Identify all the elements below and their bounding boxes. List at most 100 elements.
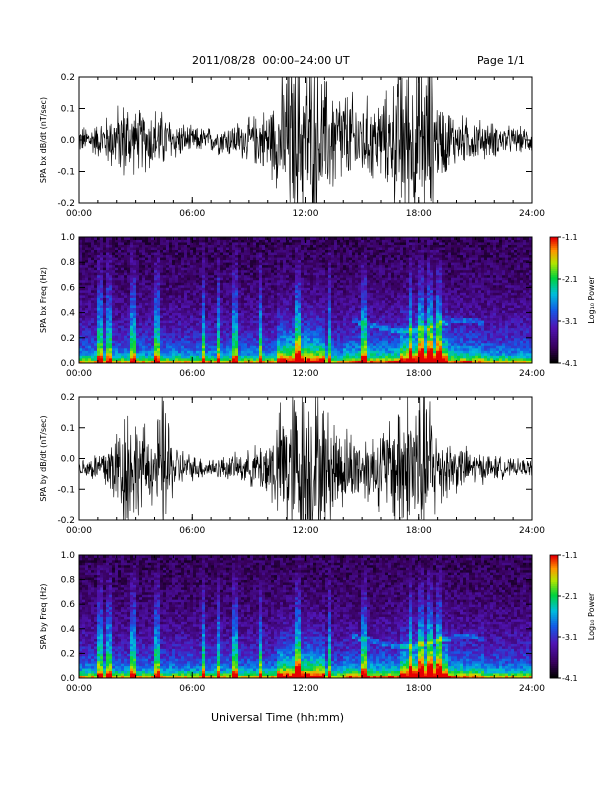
spectrogram-cell [265,242,269,245]
spectrogram-cell [337,284,341,288]
spectrogram-cell [334,289,338,293]
spectrogram-cell [220,262,224,266]
spectrogram-cell [166,305,170,308]
spectrogram-cell [148,327,152,331]
spectrogram-cell [181,340,185,344]
spectrogram-cell [289,254,293,258]
spectrogram-cell [130,350,134,354]
spectrogram-cell [310,322,314,326]
spectrogram-cell [322,239,326,243]
spectrogram-cell [268,307,272,311]
spectrogram-cell [289,239,293,243]
spectrogram-cell [157,300,161,303]
spectrogram-cell [88,254,92,258]
spectrogram-cell [106,335,110,339]
spectrogram-cell [121,277,125,281]
spectrogram-cell [172,282,176,286]
spectrogram-cell [325,322,329,326]
spectrogram-cell [292,310,296,313]
spectrogram-cell [226,332,230,336]
spectrogram-cell [121,274,125,278]
spectrogram-cell [151,252,155,256]
spectrogram-cell [190,279,194,283]
spectrogram-cell [349,272,353,276]
spectrogram-cell [373,360,377,364]
spectrogram-cell [112,284,116,288]
spectrogram-cell [265,252,269,256]
spectrogram-cell [172,327,176,331]
spectrogram-cell [319,352,323,356]
spectrogram-cell [316,254,320,258]
spectrogram-cell [223,327,227,331]
spectrogram-cell [127,269,131,273]
spectrogram-cell [88,257,92,261]
spectrogram-cell [109,262,113,266]
spectrogram-cell [169,337,173,341]
spectrogram-cell [172,289,176,293]
spectrogram-cell [133,274,137,278]
spectrogram-cell [121,335,125,339]
spectrogram-cell [154,350,158,354]
spectrogram-cell [229,357,233,361]
spectrogram-cell [346,317,350,321]
spectrogram-cell [109,320,113,324]
spectrogram-cell [304,277,308,281]
spectrogram-cell [169,302,173,306]
spectrogram-cell [199,282,203,286]
spectrogram-cell [283,282,287,286]
spectrogram-cell [265,325,269,329]
spectrogram-cell [283,307,287,311]
spectrogram-cell [109,347,113,351]
spectrogram-cell [115,357,119,361]
spectrogram-cell [232,320,236,324]
spectrogram-cell [328,237,332,240]
spectrogram-cell [265,277,269,281]
spectrogram-cell [367,269,371,273]
spectrogram-cell [364,315,368,319]
spectrogram-cell [226,327,230,331]
spectrogram-cell [154,239,158,243]
spectrogram-cell [325,335,329,339]
spectrogram-cell [235,294,239,298]
spectrogram-cell [172,277,176,281]
spectrogram-cell [352,284,356,288]
spectrogram-cell [334,292,338,296]
spectrogram-cell [100,282,104,286]
spectrogram-cell [265,279,269,283]
spectrogram-cell [94,350,98,354]
spectrogram-cell [355,257,359,261]
spectrogram-cell [133,352,137,356]
spectrogram-cell [142,249,146,253]
spectrogram-cell [214,360,218,364]
spectrogram-cell [148,284,152,288]
spectrogram-cell [97,317,101,321]
spectrogram-cell [223,274,227,278]
spectrogram-cell [322,277,326,281]
spectrogram-cell [169,332,173,336]
spectrogram-cell [199,247,203,250]
spectrogram-cell [79,237,83,240]
spectrogram-cell [145,350,149,354]
spectrogram-cell [358,264,362,268]
spectrogram-cell [265,327,269,331]
spectrogram-cell [112,355,116,359]
spectrogram-cell [343,330,347,334]
spectrogram-cell [118,327,122,331]
spectrogram-cell [256,325,260,329]
spectrogram-cell [151,254,155,258]
spectrogram-cell [235,237,239,240]
spectrogram-cell [214,262,218,266]
spectrogram-cell [358,300,362,303]
spectrogram-cell [250,310,254,313]
spectrogram-cell [172,310,176,313]
spectrogram-cell [163,355,167,359]
spectrogram-cell [121,292,125,296]
spectrogram-cell [340,317,344,321]
spectrogram-cell [283,272,287,276]
spectrogram-cell [223,242,227,245]
spectrogram-cell [280,294,284,298]
spectrogram-cell [250,342,254,346]
spectrogram-cell [136,325,140,329]
spectrogram-cell [109,357,113,361]
spectrogram-cell [166,294,170,298]
